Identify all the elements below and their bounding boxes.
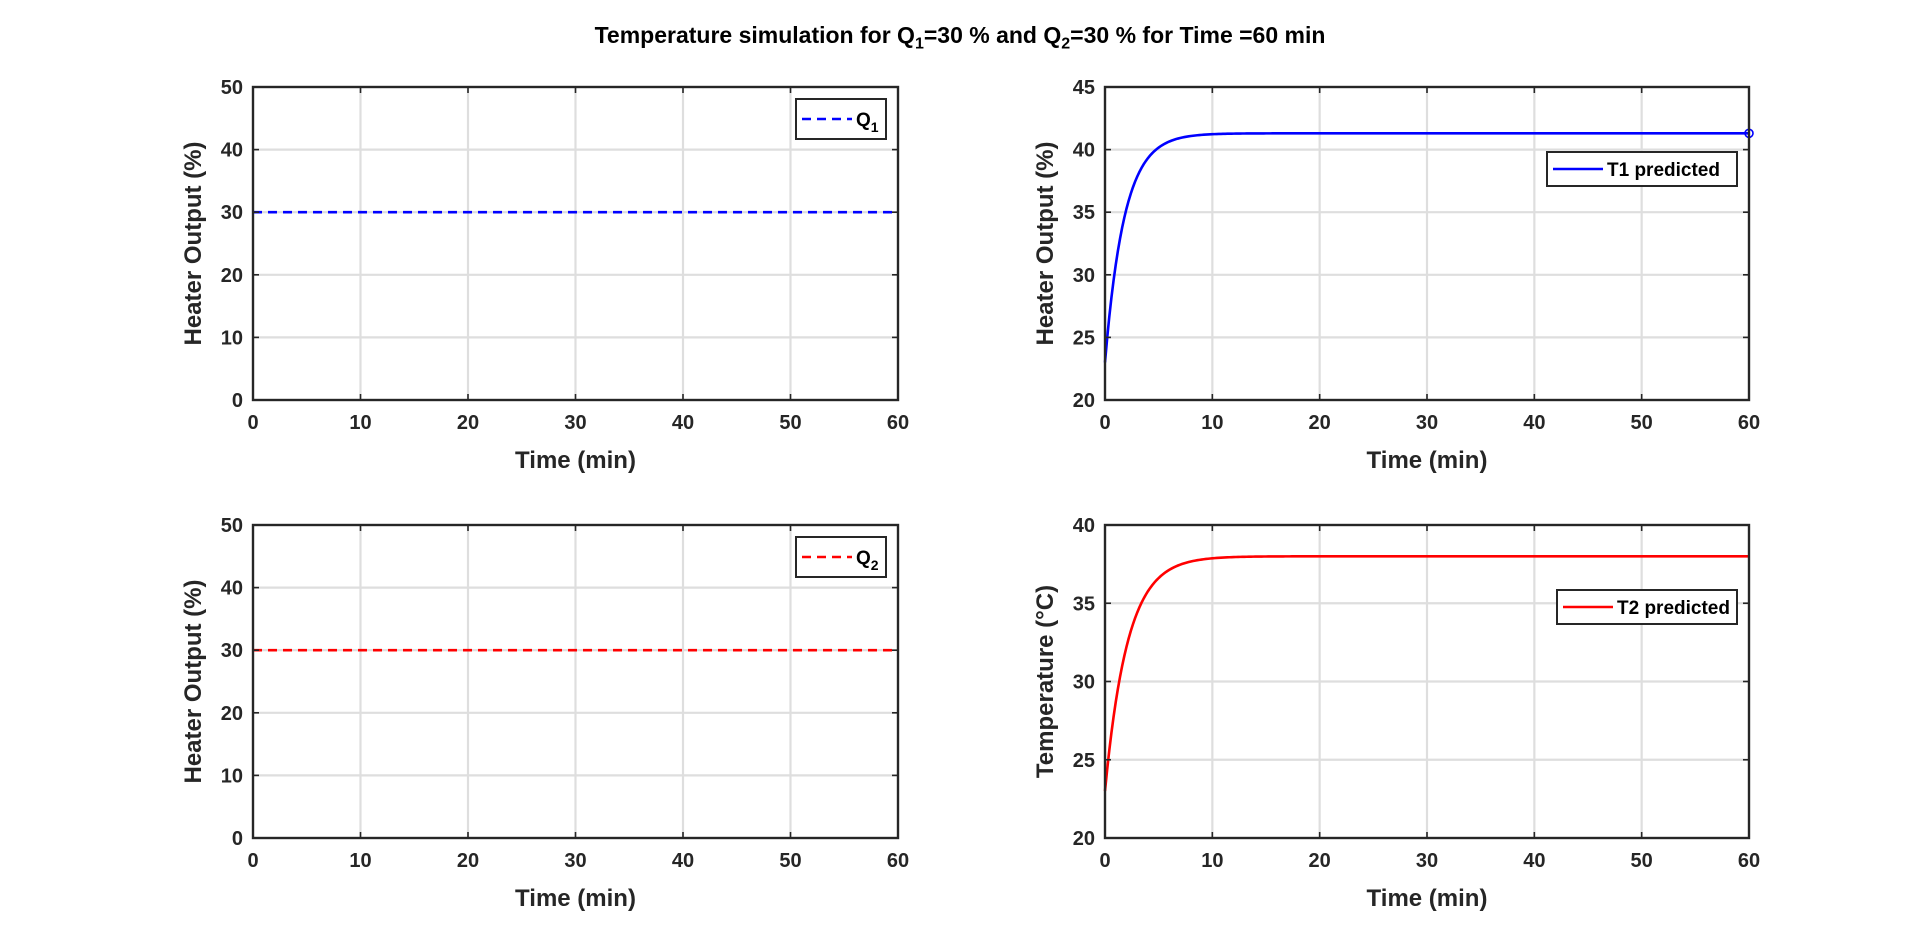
x-tick-label: 60 bbox=[1738, 850, 1760, 872]
y-axis-label: Heater Output (%) bbox=[1032, 142, 1059, 346]
y-tick-label: 20 bbox=[221, 265, 243, 287]
x-tick-label: 30 bbox=[564, 850, 586, 872]
x-tick-label: 30 bbox=[564, 412, 586, 434]
y-tick-label: 0 bbox=[232, 390, 243, 412]
figure-title: Temperature simulation for Q1=30 % and Q… bbox=[594, 22, 1326, 53]
x-tick-label: 10 bbox=[349, 850, 371, 872]
x-tick-label: 30 bbox=[1416, 412, 1438, 434]
y-tick-label: 30 bbox=[1073, 672, 1095, 694]
legend-label: T2 predicted bbox=[1617, 598, 1730, 619]
x-axis-label: Time (min) bbox=[515, 447, 636, 474]
x-axis-label: Time (min) bbox=[1367, 885, 1488, 912]
x-tick-label: 50 bbox=[779, 412, 801, 434]
y-tick-label: 50 bbox=[221, 77, 243, 99]
y-tick-label: 10 bbox=[221, 765, 243, 787]
x-tick-label: 20 bbox=[1309, 850, 1331, 872]
y-tick-label: 30 bbox=[221, 202, 243, 224]
y-axis-label: Heater Output (%) bbox=[180, 580, 207, 784]
chart-q2: 0 10 20 30 40 50 60 0 10 20 30 40 50 Time (min) Heater… bbox=[180, 515, 909, 912]
y-tick-label: 35 bbox=[1073, 202, 1095, 224]
x-tick-label: 50 bbox=[1631, 850, 1653, 872]
x-tick-label: 30 bbox=[1416, 850, 1438, 872]
y-tick-label: 30 bbox=[221, 640, 243, 662]
y-tick-label: 35 bbox=[1073, 593, 1095, 615]
series-line-t2 bbox=[1103, 555, 1749, 792]
x-tick-label: 0 bbox=[247, 412, 258, 434]
x-tick-label: 60 bbox=[1738, 412, 1760, 434]
y-tick-label: 25 bbox=[1073, 750, 1095, 772]
x-tick-label: 50 bbox=[1631, 412, 1653, 434]
x-tick-label: 60 bbox=[887, 412, 909, 434]
legend: Q2 bbox=[795, 536, 887, 578]
x-tick-label: 20 bbox=[1309, 412, 1331, 434]
x-tick-label: 20 bbox=[457, 412, 479, 434]
chart-t1: 0 10 20 30 40 50 60 20 25 30 35 40 45 Time (min) Heate… bbox=[1032, 77, 1760, 474]
x-axis-label: Time (min) bbox=[1367, 447, 1488, 474]
x-tick-label: 40 bbox=[672, 850, 694, 872]
y-tick-label: 0 bbox=[232, 828, 243, 850]
y-tick-label: 20 bbox=[1073, 390, 1095, 412]
y-tick-label: 20 bbox=[1073, 828, 1095, 850]
x-tick-label: 40 bbox=[1523, 850, 1545, 872]
chart-t2: 0 10 20 30 40 50 60 20 25 30 35 40 Time (min) Tempera… bbox=[1032, 515, 1760, 912]
x-tick-label: 20 bbox=[457, 850, 479, 872]
x-tick-label: 0 bbox=[247, 850, 258, 872]
y-tick-label: 40 bbox=[1073, 515, 1095, 537]
x-axis-label: Time (min) bbox=[515, 885, 636, 912]
y-axis-label: Heater Output (%) bbox=[180, 142, 207, 346]
y-tick-label: 10 bbox=[221, 327, 243, 349]
x-tick-label: 50 bbox=[779, 850, 801, 872]
y-tick-label: 30 bbox=[1073, 265, 1095, 287]
x-tick-label: 0 bbox=[1099, 412, 1110, 434]
chart-q1: 0 10 20 30 40 50 60 0 10 20 30 40 50 Time (min) Heater… bbox=[180, 77, 909, 474]
x-tick-label: 60 bbox=[887, 850, 909, 872]
y-tick-label: 50 bbox=[221, 515, 243, 537]
legend-box bbox=[1546, 151, 1738, 187]
x-tick-label: 10 bbox=[1201, 412, 1223, 434]
x-tick-label: 0 bbox=[1099, 850, 1110, 872]
x-tick-label: 10 bbox=[1201, 850, 1223, 872]
series-line-t1 bbox=[1103, 132, 1749, 363]
y-tick-label: 40 bbox=[1073, 140, 1095, 162]
y-tick-label: 40 bbox=[221, 578, 243, 600]
legend: Q1 bbox=[795, 98, 887, 140]
x-tick-label: 40 bbox=[1523, 412, 1545, 434]
legend-label: T1 predicted bbox=[1607, 160, 1720, 181]
y-axis-label: Temperature (°C) bbox=[1032, 585, 1059, 778]
x-tick-label: 10 bbox=[349, 412, 371, 434]
y-tick-label: 45 bbox=[1073, 77, 1095, 99]
legend: T1 predicted bbox=[1546, 151, 1738, 187]
x-tick-label: 40 bbox=[672, 412, 694, 434]
y-tick-label: 25 bbox=[1073, 327, 1095, 349]
y-tick-label: 40 bbox=[221, 140, 243, 162]
legend: T2 predicted bbox=[1556, 589, 1738, 625]
y-tick-label: 20 bbox=[221, 703, 243, 725]
